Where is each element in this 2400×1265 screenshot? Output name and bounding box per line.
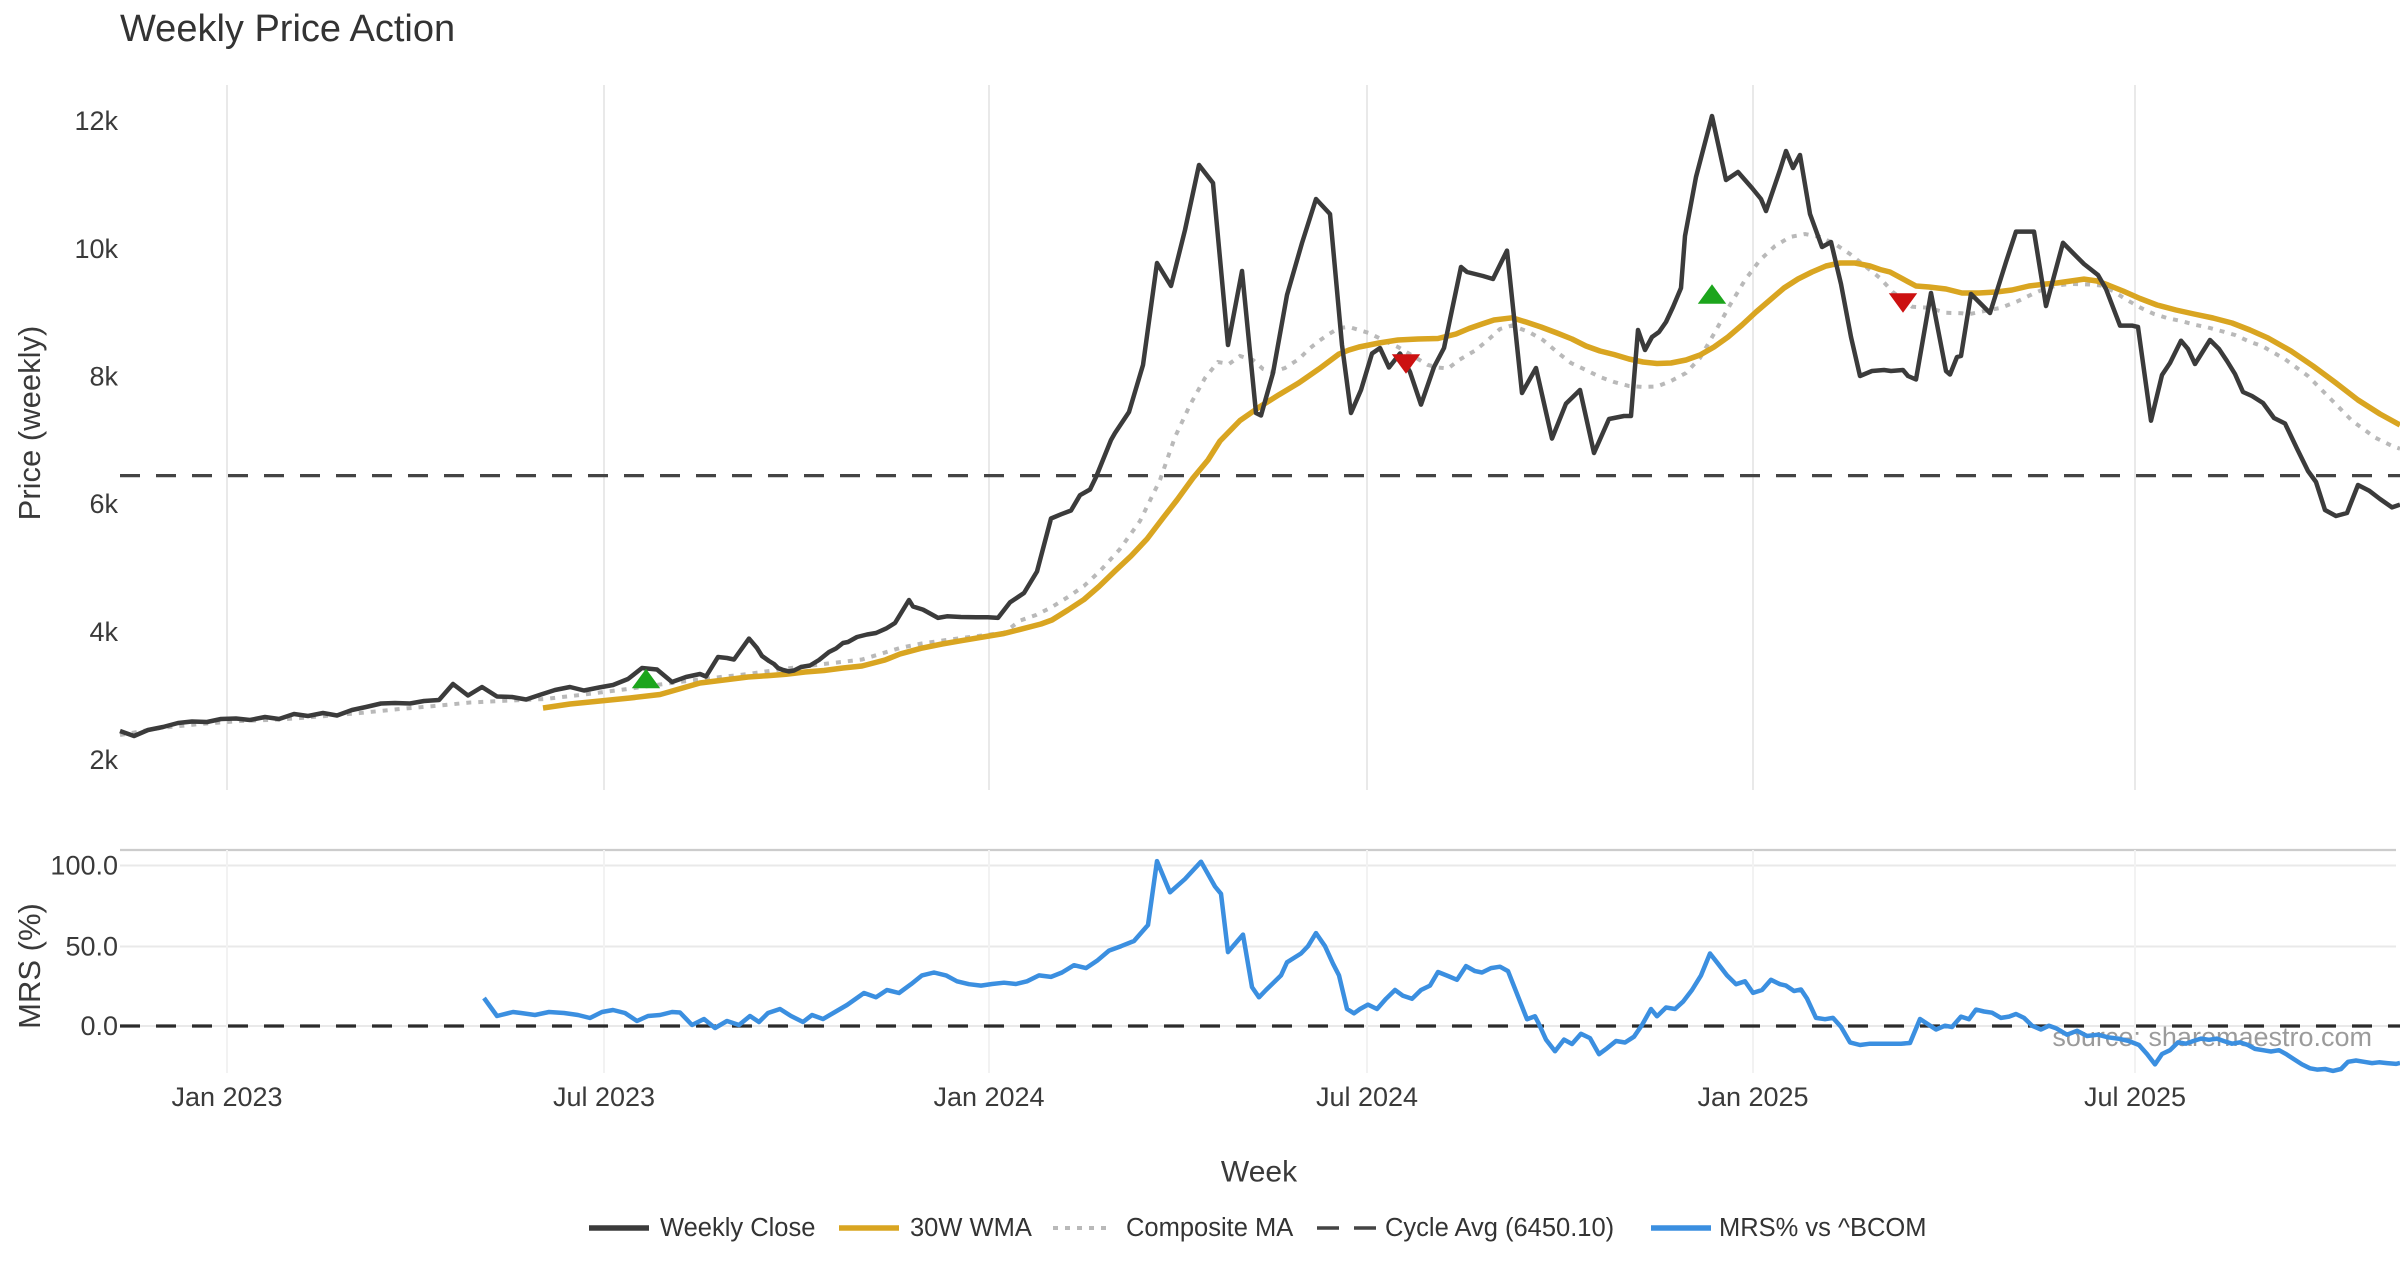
svg-text:2k: 2k — [89, 745, 118, 775]
svg-text:30W WMA: 30W WMA — [910, 1214, 1032, 1242]
svg-text:Jul 2024: Jul 2024 — [1316, 1082, 1418, 1112]
svg-text:Jan 2024: Jan 2024 — [933, 1082, 1044, 1112]
svg-text:4k: 4k — [89, 617, 118, 647]
svg-text:8k: 8k — [89, 362, 118, 392]
svg-text:Jan 2023: Jan 2023 — [171, 1082, 282, 1112]
svg-text:Jul 2023: Jul 2023 — [553, 1082, 655, 1112]
svg-text:Composite MA: Composite MA — [1126, 1214, 1293, 1242]
svg-text:Weekly Price Action: Weekly Price Action — [120, 8, 455, 50]
svg-text:Cycle Avg (6450.10): Cycle Avg (6450.10) — [1385, 1214, 1614, 1242]
svg-text:50.0: 50.0 — [65, 932, 118, 962]
svg-text:Week: Week — [1221, 1156, 1298, 1189]
svg-text:MRS% vs ^BCOM: MRS% vs ^BCOM — [1719, 1214, 1926, 1242]
svg-text:0.0: 0.0 — [80, 1011, 118, 1041]
svg-text:Price (weekly): Price (weekly) — [12, 326, 47, 521]
svg-text:10k: 10k — [74, 234, 118, 264]
svg-text:6k: 6k — [89, 489, 118, 519]
svg-text:Jan 2025: Jan 2025 — [1697, 1082, 1808, 1112]
svg-text:MRS (%): MRS (%) — [12, 903, 47, 1029]
svg-text:Weekly Close: Weekly Close — [660, 1214, 815, 1242]
svg-text:Jul 2025: Jul 2025 — [2084, 1082, 2186, 1112]
svg-text:12k: 12k — [74, 106, 118, 136]
svg-text:100.0: 100.0 — [50, 851, 118, 881]
